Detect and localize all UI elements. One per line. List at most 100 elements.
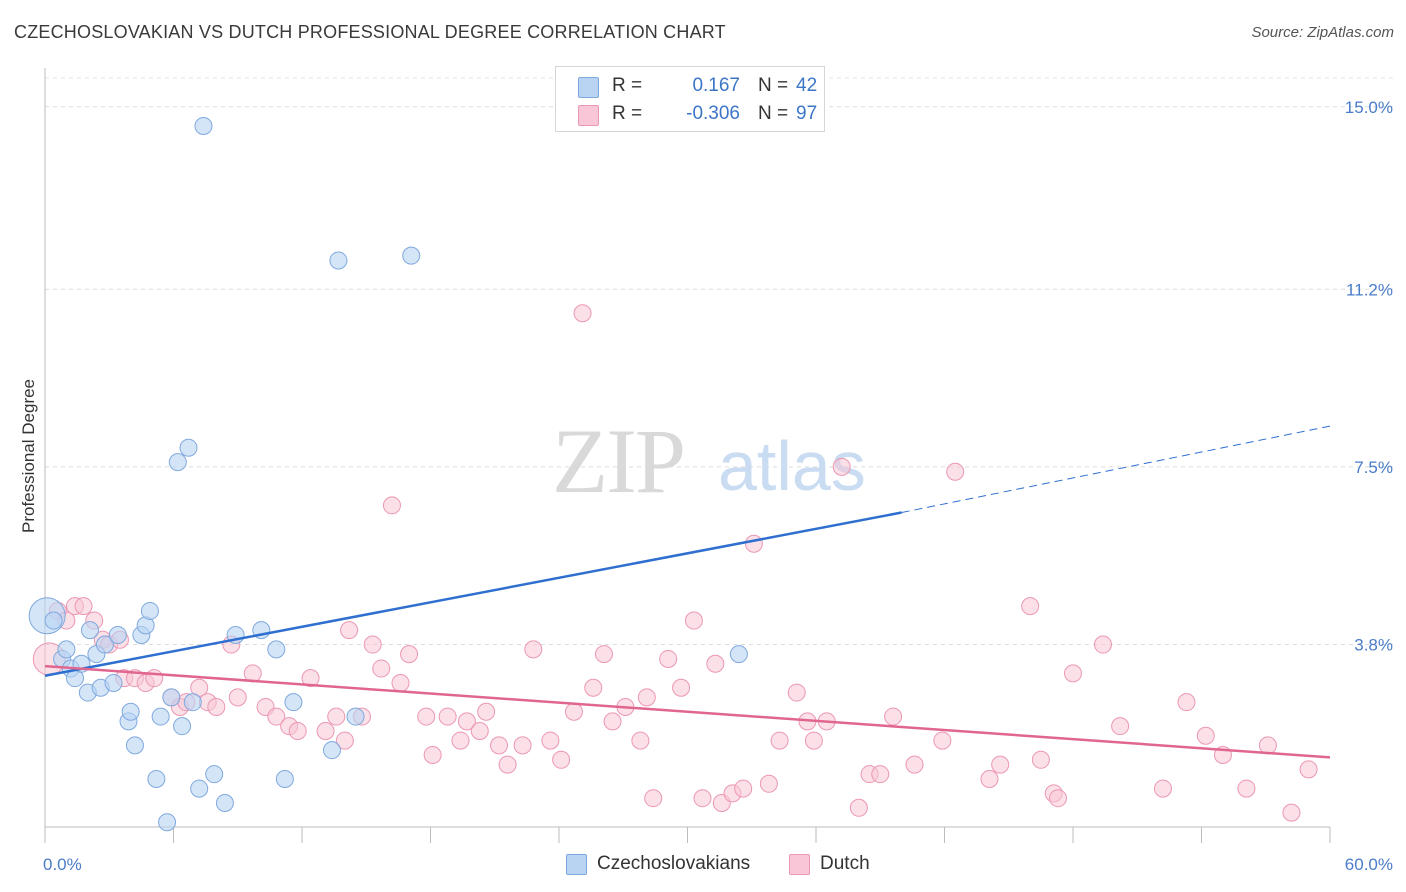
dutch-series	[32, 304, 1318, 822]
czech-point	[108, 625, 127, 644]
correlation-legend: R = 0.167 N = 42 R = -0.306 N = 97	[555, 66, 825, 132]
dutch-point	[991, 755, 1010, 774]
dutch-point	[490, 736, 509, 755]
czech-point	[57, 640, 76, 659]
czech-point	[205, 765, 224, 784]
dutch-point	[770, 731, 789, 750]
dutch-point	[1153, 779, 1172, 798]
dutch-point	[644, 789, 663, 808]
czech-point	[329, 251, 348, 270]
dutch-point	[301, 669, 320, 688]
dutch-point	[1111, 717, 1130, 736]
czech-legend-swatch	[566, 854, 587, 875]
dutch-point	[552, 750, 571, 769]
dutch-point	[849, 798, 868, 817]
czech-point	[275, 769, 294, 788]
x-tick-label-max: 60.0%	[1345, 855, 1393, 874]
dutch-point	[372, 659, 391, 678]
dutch-point	[684, 611, 703, 630]
czech-legend-label: Czechoslovakians	[597, 853, 751, 874]
dutch-point	[207, 697, 226, 716]
dutch-point	[744, 534, 763, 553]
watermark-zip: ZIP	[552, 410, 684, 512]
dutch-point	[391, 673, 410, 692]
dutch-point	[706, 654, 725, 673]
y-tick-label: 15.0%	[1345, 98, 1393, 117]
watermark: ZIP atlas	[552, 410, 866, 512]
legend-n-label: N =	[758, 75, 789, 96]
czech-point	[168, 453, 187, 472]
czech-point	[267, 640, 286, 659]
series-legend: Czechoslovakians Dutch	[0, 852, 1406, 880]
dutch-point	[1299, 760, 1318, 779]
dutch-point	[340, 621, 359, 640]
gridlines	[45, 77, 1395, 646]
czech-point	[190, 779, 209, 798]
dutch-point	[417, 707, 436, 726]
legend-r-value: 0.167	[692, 75, 740, 96]
czech-point	[284, 693, 303, 712]
dutch-point	[541, 731, 560, 750]
czech-point	[44, 611, 63, 630]
dutch-legend-swatch	[789, 854, 810, 875]
czech-point	[147, 769, 166, 788]
czech-point	[80, 621, 99, 640]
dutch-point	[1177, 693, 1196, 712]
dutch-point	[1196, 726, 1215, 745]
dutch-point	[884, 707, 903, 726]
czech-point	[158, 813, 177, 832]
legend-n-value: 42	[796, 75, 818, 96]
czech-point	[104, 673, 123, 692]
dutch-legend-label: Dutch	[820, 853, 870, 874]
dutch-point	[363, 635, 382, 654]
dutch-point	[382, 496, 401, 515]
dutch-point	[267, 707, 286, 726]
dutch-point	[524, 640, 543, 659]
dutch-point	[804, 731, 823, 750]
dutch-point	[1021, 597, 1040, 616]
dutch-point	[573, 304, 592, 323]
dutch-point	[1031, 750, 1050, 769]
dutch-point	[905, 755, 924, 774]
tick-labels: 3.8% 7.5% 11.2% 15.0% 0.0% 60.0%	[43, 98, 1393, 874]
czech-trend-extension	[901, 425, 1331, 514]
dutch-point	[871, 765, 890, 784]
dutch-point	[498, 755, 517, 774]
chart-title: CZECHOSLOVAKIAN VS DUTCH PROFESSIONAL DE…	[14, 22, 726, 42]
czech-point	[194, 117, 213, 136]
dutch-point	[594, 645, 613, 664]
dutch-point	[584, 678, 603, 697]
y-tick-label: 11.2%	[1346, 280, 1393, 299]
dutch-point	[451, 731, 470, 750]
czech-point	[162, 688, 181, 707]
czech-trend-line	[44, 511, 902, 677]
czech-point	[322, 741, 341, 760]
czech-point	[183, 693, 202, 712]
dutch-point	[470, 721, 489, 740]
dutch-point	[759, 774, 778, 793]
dutch-point	[832, 457, 851, 476]
czech-point	[729, 645, 748, 664]
dutch-point	[327, 707, 346, 726]
dutch-point	[74, 597, 93, 616]
dutch-point	[316, 721, 335, 740]
y-tick-label: 3.8%	[1354, 636, 1393, 655]
dutch-point	[734, 779, 753, 798]
dutch-point	[335, 731, 354, 750]
czech-point	[151, 707, 170, 726]
czech-point	[346, 707, 365, 726]
legend-n-label: N =	[758, 103, 789, 124]
czech-point	[402, 246, 421, 265]
dutch-point	[603, 712, 622, 731]
dutch-point	[477, 702, 496, 721]
dutch-point	[693, 789, 712, 808]
dutch-point	[1049, 789, 1068, 808]
dutch-swatch	[578, 105, 599, 126]
dutch-point	[631, 731, 650, 750]
trend-lines	[44, 425, 1331, 759]
dutch-point	[145, 669, 164, 688]
legend-r-value: -0.306	[686, 103, 740, 124]
legend-r-label: R =	[612, 75, 643, 96]
dutch-point	[980, 769, 999, 788]
